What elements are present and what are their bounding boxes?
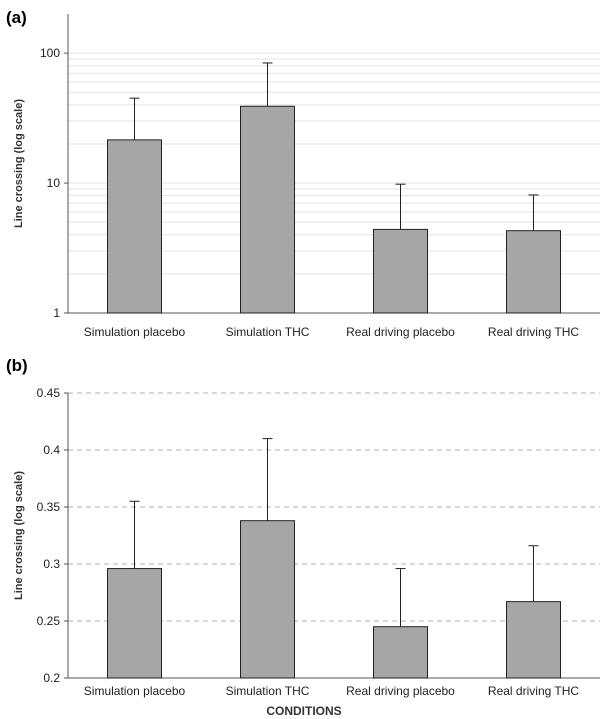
panel-a-label: (a) (6, 8, 27, 27)
panel-b-category-label: Simulation THC (226, 684, 310, 698)
panel-b-y-tick-label: 0.2 (43, 671, 60, 685)
panel-a-y-axis-label: Line crossing (log scale) (13, 99, 25, 228)
panel-a-category-label: Simulation THC (226, 325, 310, 339)
panel-a-category-label: Real driving THC (488, 325, 579, 339)
panel-b-x-axis-label: CONDITIONS (266, 704, 341, 718)
panel-b-label: (b) (6, 356, 28, 375)
panel-a-bar (373, 228, 428, 314)
panel-a-y-tick-label: 1 (53, 306, 60, 320)
panel-a-category-label: Simulation placebo (84, 325, 186, 339)
panel-b-bar (506, 601, 561, 679)
panel-b-y-tick-label: 0.35 (37, 500, 61, 514)
panel-b-y-axis-label: Line crossing (log scale) (13, 471, 25, 600)
panel-a-bar (240, 105, 295, 314)
panel-a-bar (506, 230, 561, 314)
panel-a-bar (107, 139, 162, 314)
panel-b-bar (107, 568, 162, 679)
panel-b-y-tick-label: 0.45 (37, 386, 61, 400)
panel-b-y-tick-label: 0.25 (37, 614, 61, 628)
panel-b-y-tick-label: 0.3 (43, 557, 60, 571)
panel-b-bar (240, 520, 295, 679)
panel-a-y-tick-label: 100 (40, 46, 60, 60)
panel-b-category-label: Simulation placebo (84, 684, 186, 698)
panel-b-bar (373, 626, 428, 679)
panel-a-y-tick-label: 10 (47, 176, 61, 190)
panel-a-category-label: Real driving placebo (346, 325, 455, 339)
panel-b-category-label: Real driving placebo (346, 684, 455, 698)
panel-b-y-tick-label: 0.4 (43, 443, 60, 457)
panel-b-category-label: Real driving THC (488, 684, 579, 698)
